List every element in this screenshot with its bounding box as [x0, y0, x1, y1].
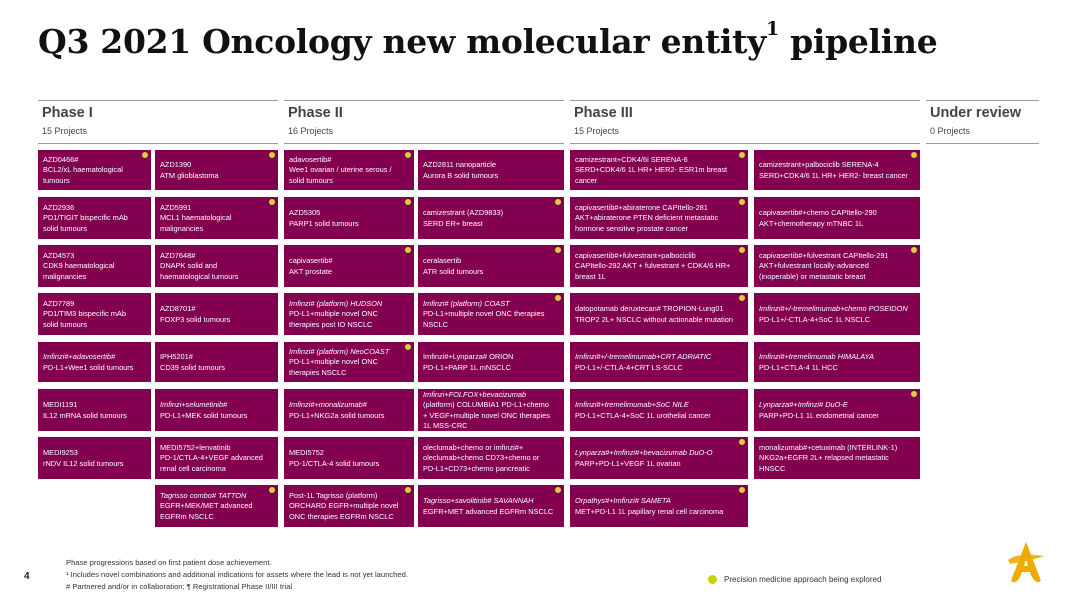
pipeline-card: Imfinzi#+monalizumab# PD-L1+NKG2a solid t… [284, 389, 414, 431]
pipeline-card: MEDI5752 PD-1/CTLA-4 solid tumours [284, 437, 414, 479]
pipeline-card: AZD5305 PARP1 solid tumours [284, 197, 414, 239]
phase-count: 15 Projects [574, 126, 620, 136]
pipeline-card: Lynparza#+Imfinzi#+bevacizumab DuO-O PARP… [570, 437, 748, 479]
precision-medicine-dot [405, 152, 411, 158]
pipeline-card: Imfinzi#+tremelimumab+SoC NILE PD-L1+CTLA… [570, 389, 748, 431]
pipeline-card: Imfinzi# (platform) COAST PD-L1+multiple … [418, 293, 564, 335]
pipeline-card: Imfinzi#+tremelimumab HIMALAYA PD-L1+CTLA… [754, 342, 920, 382]
pipeline-card: Imfinzi# (platform) HUDSON PD-L1+multiple… [284, 293, 414, 335]
phase-name: Phase I [42, 105, 93, 121]
pipeline-card: Lynparza#+Imfinzi# DuO-E PARP+PD-L1 1L en… [754, 389, 920, 431]
footnote-line: ¹ Includes novel combinations and additi… [66, 570, 408, 580]
phase-header-phase-1: Phase I 15 Projects [38, 100, 278, 144]
legend: Precision medicine approach being explor… [708, 575, 881, 584]
pipeline-card: AZD2936 PD1/TIGIT bispecific mAb solid tu… [38, 197, 151, 239]
precision-medicine-dot [739, 295, 745, 301]
precision-medicine-dot [555, 295, 561, 301]
pipeline-card: datopotamab deruxtecan# TROPION-Lung01 TR… [570, 293, 748, 335]
pipeline-card: MEDI9253 rNDV IL12 solid tumours [38, 437, 151, 479]
footnote-line: Phase progressions based on first patien… [66, 558, 272, 567]
precision-medicine-dot [555, 247, 561, 253]
precision-medicine-dot [405, 344, 411, 350]
precision-medicine-dot [911, 247, 917, 253]
pipeline-card: AZD7648# DNAPK solid and haematological t… [155, 245, 278, 287]
pipeline-card: capivasertib#+fulvestrant CAPItello-291 A… [754, 245, 920, 287]
pipeline-card: Imfinzi+selumetinib# PD-L1+MEK solid tumo… [155, 389, 278, 431]
pipeline-card: MEDI5752+lenvatinib PD-1/CTLA-4+VEGF adva… [155, 437, 278, 479]
precision-medicine-dot [142, 152, 148, 158]
astrazeneca-logo-icon [1004, 538, 1048, 591]
pipeline-card: adavosertib# Wee1 ovarian / uterine serou… [284, 150, 414, 190]
pipeline-card: MEDI1191 IL12 mRNA solid tumours [38, 389, 151, 431]
footnotes: Phase progressions based on first patien… [66, 557, 408, 593]
pipeline-card: Imfinzi#+Lynparza# ORION PD-L1+PARP 1L mN… [418, 342, 564, 382]
pipeline-card: capivasertib#+fulvestrant+palbociclib CAP… [570, 245, 748, 287]
pipeline-card: Imfinzi+FOLFOX+bevacizumab (platform) COL… [418, 389, 564, 431]
pipeline-card: capivasertib# AKT prostate [284, 245, 414, 287]
pipeline-card: Orpathys#+Imfinzi# SAMETA MET+PD-L1 1L pa… [570, 485, 748, 527]
pipeline-card: Imfinzi#+adavosertib# PD-L1+Wee1 solid tu… [38, 342, 151, 382]
pipeline-card: Tagrisso combo# TATTON EGFR+MEK/MET advan… [155, 485, 278, 527]
precision-medicine-dot [555, 199, 561, 205]
precision-medicine-dot [911, 152, 917, 158]
precision-medicine-dot [739, 247, 745, 253]
page-title: Q3 2021 Oncology new molecular entity1 p… [38, 18, 938, 61]
pipeline-card: ceralasertib ATR solid tumours [418, 245, 564, 287]
precision-medicine-dot [555, 487, 561, 493]
pipeline-card: Imfinzi#+/-tremelimumab+CRT ADRIATIC PD-L… [570, 342, 748, 382]
pipeline-card: Imfinzi#+/-tremelimumab+chemo POSEIDON PD… [754, 293, 920, 335]
precision-medicine-dot [911, 391, 917, 397]
page-number: 4 [24, 571, 30, 582]
pipeline-card: capivasertib#+chemo CAPItello-290 AKT+che… [754, 197, 920, 239]
legend-text: Precision medicine approach being explor… [724, 575, 882, 584]
pipeline-card: camizestrant+palbociclib SERENA-4 SERD+CD… [754, 150, 920, 190]
pipeline-card: Imfinzi# (platform) NeoCOAST PD-L1+multip… [284, 342, 414, 382]
pipeline-card: oleclumab+chemo or imfinzi#+ oleclumab+ch… [418, 437, 564, 479]
pipeline-card: AZD8701# FOXP3 solid tumours [155, 293, 278, 335]
pipeline-card: AZD7789 PD1/TIM3 bispecific mAb solid tum… [38, 293, 151, 335]
legend-dot-icon [708, 575, 717, 584]
precision-medicine-dot [405, 487, 411, 493]
phase-count: 16 Projects [288, 126, 334, 136]
precision-medicine-dot [739, 439, 745, 445]
phase-header-under-review: Under review 0 Projects [926, 100, 1039, 144]
pipeline-card: AZD1390 ATM glioblastoma [155, 150, 278, 190]
pipeline-card: AZD0466# BCL2/xL haematological tumours [38, 150, 151, 190]
phase-header-phase-2: Phase II 16 Projects [284, 100, 564, 144]
pipeline-card: AZD4573 CDK9 haematological malignancies [38, 245, 151, 287]
precision-medicine-dot [739, 487, 745, 493]
pipeline-card: AZD2811 nanoparticle Aurora B solid tumou… [418, 150, 564, 190]
pipeline-card: monalizumab#+cetuximab (INTERLINK-1) NKG2… [754, 437, 920, 479]
pipeline-card: Post-1L Tagrisso (platform) ORCHARD EGFR+… [284, 485, 414, 527]
phase-name: Phase III [574, 105, 633, 121]
precision-medicine-dot [269, 487, 275, 493]
phase-name: Phase II [288, 105, 343, 121]
precision-medicine-dot [269, 152, 275, 158]
pipeline-card: camizestrant+CDK4/6i SERENA-6 SERD+CDK4/6… [570, 150, 748, 190]
phase-header-phase-3: Phase III 15 Projects [570, 100, 920, 144]
precision-medicine-dot [739, 152, 745, 158]
precision-medicine-dot [405, 199, 411, 205]
phase-count: 0 Projects [930, 126, 971, 136]
pipeline-card: camizestrant (AZD9833) SERD ER+ breast [418, 197, 564, 239]
pipeline-card: AZD5991 MCL1 haematological malignancies [155, 197, 278, 239]
phase-name: Under review [930, 105, 1022, 121]
pipeline-card: capivasertib#+abiraterone CAPItello-281 A… [570, 197, 748, 239]
precision-medicine-dot [269, 199, 275, 205]
precision-medicine-dot [739, 199, 745, 205]
precision-medicine-dot [405, 247, 411, 253]
pipeline-card: Tagrisso+savolitinib# SAVANNAH EGFR+MET a… [418, 485, 564, 527]
footnote-line: # Partnered and/or in collaboration; ¶ R… [66, 582, 293, 592]
phase-count: 15 Projects [42, 126, 88, 136]
pipeline-card: IPH5201# CD39 solid tumours [155, 342, 278, 382]
